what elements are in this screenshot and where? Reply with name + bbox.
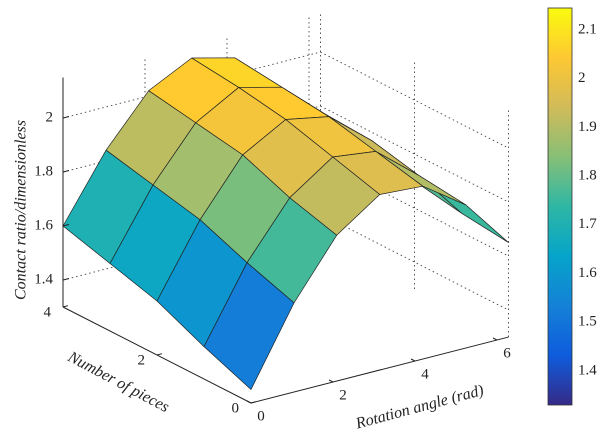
- z-tick-label: 1.8: [34, 163, 53, 179]
- colorbar-tick-label: 1.9: [578, 119, 597, 135]
- z-tick: [62, 170, 70, 173]
- surface-cell: [203, 262, 295, 390]
- colorbar-tick-label: 1.8: [578, 167, 597, 183]
- z-tick: [62, 224, 70, 227]
- axes: 1.4 1.5 1.6 1.7 1.8 1.9 2 2.1 1.4 1.6 1.8 2 0 2 4 6 0 2 4: [34, 21, 597, 424]
- colorbar: [547, 7, 573, 406]
- colorbar-tick-label: 1.7: [578, 216, 597, 232]
- y-tick-label: 4: [44, 304, 52, 320]
- x-tick-label: 4: [421, 366, 429, 382]
- x-tick-label: 6: [503, 345, 511, 361]
- colorbar-tick-label: 2.1: [578, 21, 597, 37]
- grid-line: [320, 51, 509, 149]
- z-tick: [62, 278, 70, 281]
- x-axis: [250, 336, 509, 404]
- x-tick-label: 2: [339, 387, 347, 403]
- y-axis-label: Number of pieces: [64, 348, 172, 416]
- z-tick: [62, 116, 70, 119]
- y-tick-label: 0: [232, 400, 240, 416]
- y-tick: [62, 305, 69, 308]
- x-axis-label: Rotation angle (rad): [353, 382, 485, 433]
- y-tick-label: 2: [138, 352, 146, 368]
- z-tick-label: 2: [46, 109, 54, 125]
- surface: [62, 57, 509, 390]
- colorbar-tick-label: 2: [578, 70, 586, 86]
- grid-line: [320, 213, 509, 311]
- grid-line: [320, 159, 509, 257]
- colorbar-tick-label: 1.4: [578, 362, 597, 378]
- z-axis-label: Contact ratio/dimensionless: [13, 120, 30, 300]
- grid-line: [320, 105, 509, 203]
- z-tick-label: 1.6: [34, 217, 53, 233]
- grid-line: [62, 51, 321, 119]
- y-axis: [62, 306, 252, 404]
- z-tick-label: 1.4: [34, 271, 53, 287]
- x-tick-label: 0: [257, 408, 265, 424]
- colorbar-tick-label: 1.6: [578, 265, 597, 281]
- y-tick: [156, 353, 163, 356]
- colorbar-tick-label: 1.5: [578, 314, 597, 330]
